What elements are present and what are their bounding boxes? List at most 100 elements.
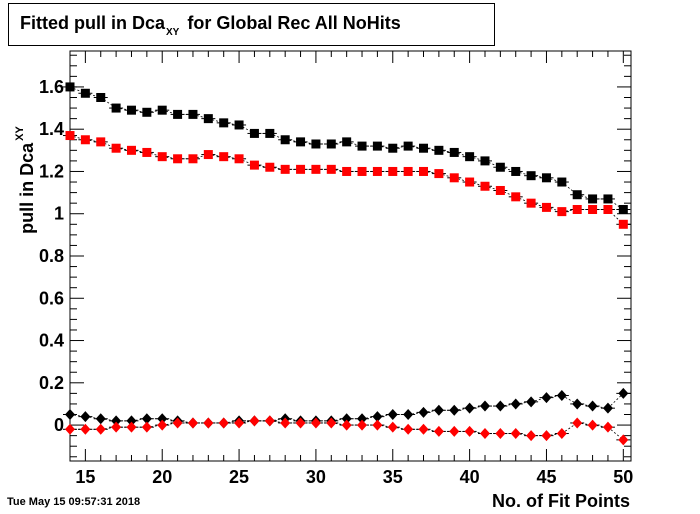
data-point xyxy=(526,430,537,442)
data-point xyxy=(80,88,90,98)
y-tick-label: 0 xyxy=(54,415,64,435)
data-point xyxy=(618,434,629,446)
data-point xyxy=(203,150,213,160)
data-point xyxy=(280,164,290,174)
data-point xyxy=(157,419,168,431)
data-point xyxy=(587,400,598,412)
data-point xyxy=(249,128,259,138)
y-tick-label: 0.2 xyxy=(39,373,64,393)
x-tick-label: 15 xyxy=(75,467,95,487)
data-point xyxy=(403,409,414,421)
data-point xyxy=(219,118,229,128)
data-point xyxy=(603,205,613,215)
data-point xyxy=(372,166,382,176)
data-point xyxy=(111,421,122,433)
data-point xyxy=(157,413,168,425)
x-tick-label: 25 xyxy=(229,467,249,487)
data-point xyxy=(602,421,613,433)
series-connector xyxy=(561,422,578,434)
x-tick-label: 35 xyxy=(383,467,403,487)
data-point xyxy=(449,147,459,157)
data-point xyxy=(495,185,505,195)
timestamp: Tue May 15 09:57:31 2018 xyxy=(7,496,141,508)
data-point xyxy=(249,160,259,170)
data-point xyxy=(480,181,490,191)
data-point xyxy=(172,417,183,429)
data-point xyxy=(357,166,367,176)
title-main: Fitted pull in Dca xyxy=(20,13,166,33)
data-point xyxy=(372,141,382,151)
x-tick-label: 40 xyxy=(460,467,480,487)
data-point xyxy=(449,404,460,416)
data-point xyxy=(357,141,367,151)
y-tick-label: 1.2 xyxy=(39,161,64,181)
data-point xyxy=(464,425,475,437)
data-point xyxy=(249,415,260,427)
data-point xyxy=(142,147,152,157)
data-point xyxy=(234,417,245,429)
data-point xyxy=(572,398,583,410)
data-point xyxy=(126,105,136,115)
data-point xyxy=(96,92,106,102)
data-point xyxy=(126,415,137,427)
data-point xyxy=(572,205,582,215)
series-0 xyxy=(63,82,631,215)
data-point xyxy=(495,428,506,440)
data-point xyxy=(342,137,352,147)
data-point xyxy=(219,152,229,162)
x-tick-label: 30 xyxy=(306,467,326,487)
series-3 xyxy=(63,415,631,446)
x-axis-label: No. of Fit Points xyxy=(492,491,630,511)
data-point xyxy=(479,400,490,412)
data-point xyxy=(618,219,628,229)
data-point xyxy=(465,152,475,162)
title-subscript: XY xyxy=(166,27,180,38)
data-point xyxy=(434,169,444,179)
data-point xyxy=(556,428,567,440)
data-point xyxy=(188,109,198,119)
data-point xyxy=(618,205,628,215)
data-point xyxy=(526,396,537,408)
data-point xyxy=(310,417,321,429)
x-tick-label: 45 xyxy=(536,467,556,487)
data-point xyxy=(403,423,414,435)
x-tick-label: 50 xyxy=(613,467,633,487)
data-point xyxy=(173,109,183,119)
data-point xyxy=(265,162,275,172)
data-point xyxy=(296,164,306,174)
y-axis-label-sub: XY xyxy=(14,125,26,140)
chart-title: Fitted pull in DcaXY for Global Rec All N… xyxy=(20,13,401,38)
data-point xyxy=(403,141,413,151)
data-point xyxy=(341,419,352,431)
series-connector xyxy=(607,198,624,210)
data-point xyxy=(419,166,429,176)
data-point xyxy=(572,417,583,429)
y-axis-label-main: pull in Dca xyxy=(17,142,37,234)
data-point xyxy=(311,139,321,149)
data-point xyxy=(326,417,337,429)
data-point xyxy=(141,421,152,433)
data-point xyxy=(433,425,444,437)
data-point xyxy=(80,411,91,423)
data-point xyxy=(203,114,213,124)
data-point xyxy=(588,205,598,215)
data-point xyxy=(372,419,383,431)
data-point xyxy=(464,402,475,414)
data-point xyxy=(280,417,291,429)
data-point xyxy=(326,139,336,149)
y-tick-label: 0.4 xyxy=(39,331,64,351)
y-axis-label: pull in Dca XY xyxy=(14,125,37,233)
data-point xyxy=(480,156,490,166)
data-point xyxy=(80,135,90,145)
data-point xyxy=(65,423,75,435)
y-tick-label: 1.4 xyxy=(39,119,64,139)
y-tick-label: 1.6 xyxy=(39,77,64,97)
data-point xyxy=(449,173,459,183)
data-point xyxy=(602,402,613,414)
data-point xyxy=(234,120,244,130)
data-point xyxy=(526,171,536,181)
data-point xyxy=(264,415,275,427)
data-point xyxy=(510,398,521,410)
data-point xyxy=(557,207,567,217)
